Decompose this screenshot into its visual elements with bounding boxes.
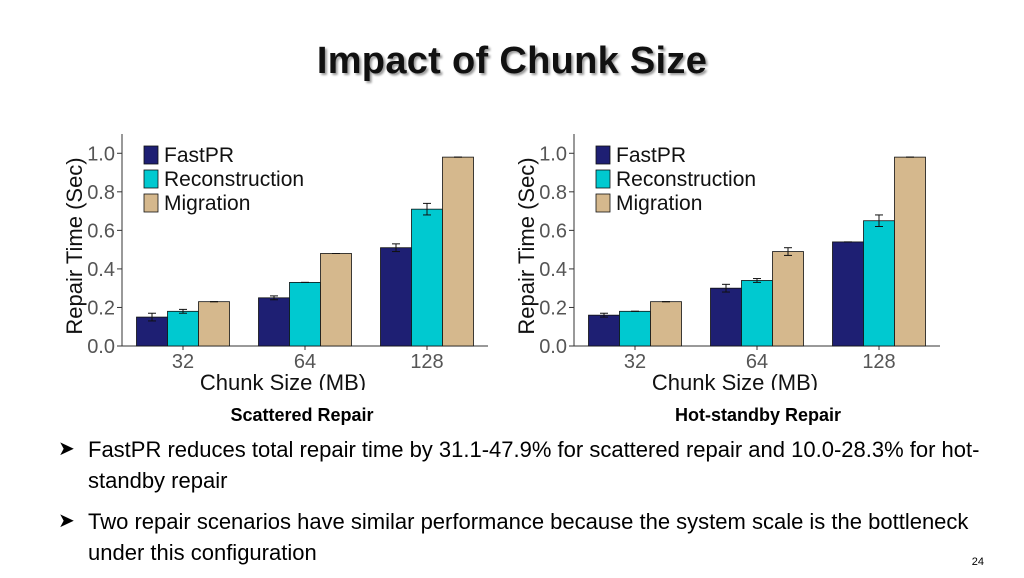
bar-fastpr [710,287,742,347]
caption-scattered-repair: Scattered Repair [230,405,374,425]
y-tick-label: 0.4 [539,259,567,281]
legend-swatch [143,145,159,165]
bullet-item: ➤ FastPR reduces total repair time by 31… [58,434,998,496]
x-tick-label: 128 [410,351,443,373]
legend-label: Reconstruction [164,168,304,191]
bullet-list: ➤ FastPR reduces total repair time by 31… [58,434,998,578]
legend-swatch [595,145,611,165]
x-tick-label: 128 [862,351,895,373]
legend-label: Reconstruction [616,168,756,191]
y-tick-label: 0.2 [87,297,115,319]
bullet-item: ➤ Two repair scenarios have similar perf… [58,506,998,568]
x-axis-title: Chunk Size (MB) [200,370,366,390]
y-axis-title: Repair Time (Sec) [514,157,539,334]
y-tick-label: 0.6 [539,220,567,242]
chart-hot-standby-repair: 0.0 0.2 0.4 0.6 0.8 1.0 Repair Time (Sec) 32 64 1… [510,118,950,390]
arrow-bullet-icon: ➤ [58,438,75,460]
legend-label: FastPR [616,144,686,167]
bar-migration [772,251,804,347]
legend-label: Migration [164,192,250,215]
y-tick-label: 1.0 [539,143,567,165]
arrow-bullet-icon: ➤ [58,510,75,532]
bar-migration [320,253,352,347]
slide-title: Impact of Chunk Size [316,40,708,82]
bullet-text: FastPR reduces total repair time by 31.1… [88,437,980,493]
y-tick-label: 1.0 [87,143,115,165]
legend-label: Migration [616,192,702,215]
x-tick-label: 32 [624,351,646,373]
x-tick-label: 32 [172,351,194,373]
y-tick-label: 0.0 [87,336,115,358]
bar-reconstruction [411,208,443,347]
y-tick-label: 0.4 [87,259,115,281]
bar-reconstruction [741,280,773,347]
legend-swatch [595,169,611,189]
bar-fastpr [380,247,412,347]
legend-swatch [595,193,611,213]
bar-reconstruction [863,220,895,347]
x-tick-label: 64 [294,351,316,373]
y-tick-label: 0.8 [87,182,115,204]
caption-hot-standby-repair: Hot-standby Repair [674,405,842,425]
y-tick-label: 0.2 [539,297,567,319]
legend-swatch [143,193,159,213]
bar-reconstruction [167,310,199,347]
x-axis-title: Chunk Size (MB) [652,370,818,390]
y-axis-title: Repair Time (Sec) [62,157,87,334]
y-tick-label: 0.0 [539,336,567,358]
legend-label: FastPR [164,144,234,167]
bar-migration [198,301,230,347]
bar-fastpr [258,297,290,347]
y-tick-label: 0.6 [87,220,115,242]
bar-fastpr [832,241,864,347]
y-tick-label: 0.8 [539,182,567,204]
bar-reconstruction [289,281,321,347]
bullet-text: Two repair scenarios have similar perfor… [88,509,969,565]
bar-migration [894,156,926,347]
bar-migration [650,301,682,347]
bar-reconstruction [619,310,651,347]
page-number: 24 [971,556,984,568]
bar-fastpr [588,314,620,347]
chart-scattered-repair: 0.0 0.2 0.4 0.6 0.8 1.0 Repair Time (Sec) 32 64 1… [58,118,498,390]
x-tick-label: 64 [746,351,768,373]
legend-swatch [143,169,159,189]
bar-migration [442,156,474,347]
